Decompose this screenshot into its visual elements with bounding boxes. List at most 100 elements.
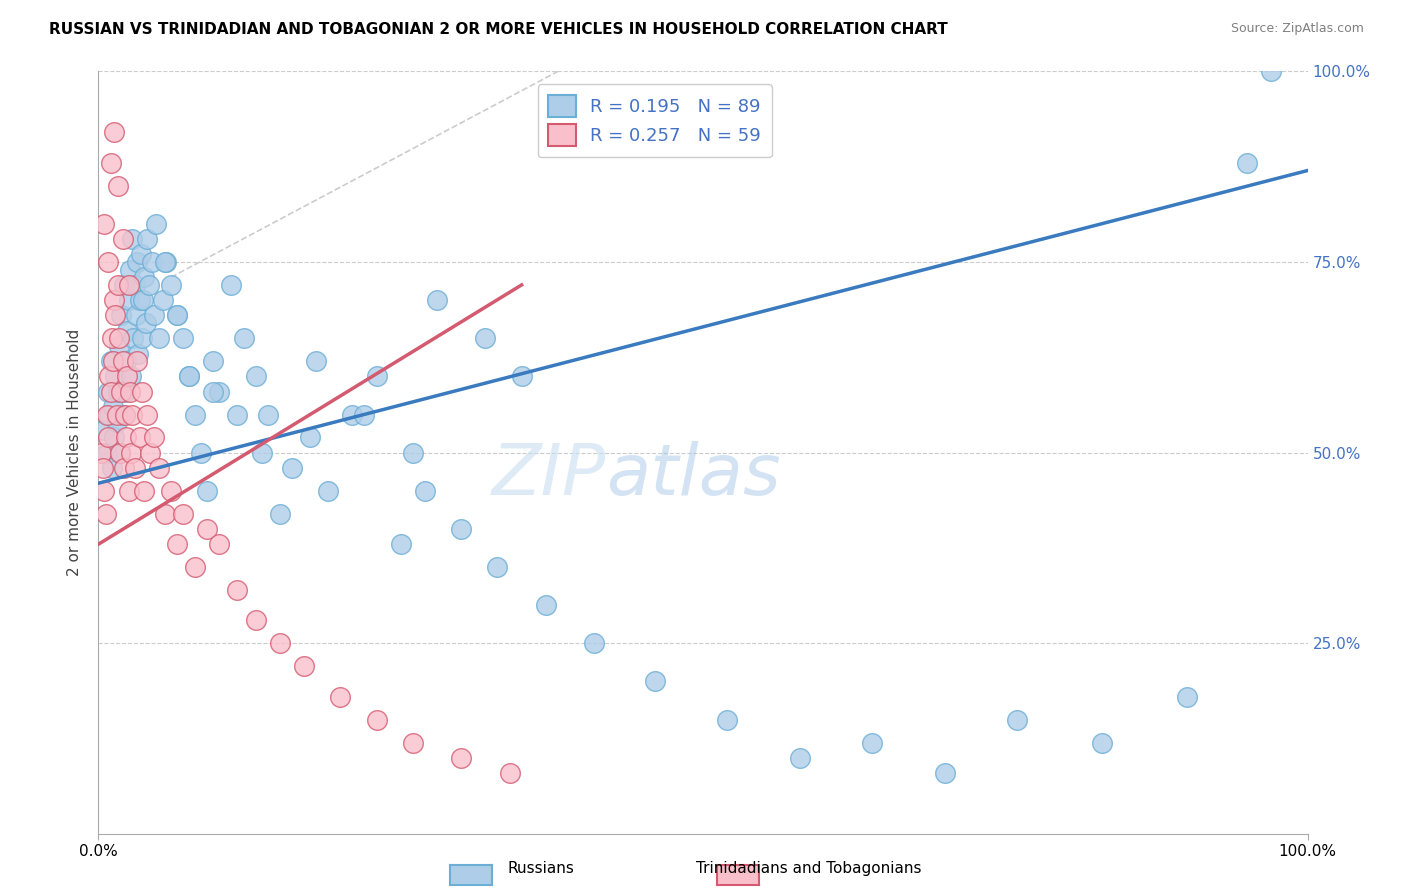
Point [450,522,472,536]
Point [127,354,149,368]
Point [114,408,136,422]
Point [148,331,170,345]
Point [97,430,120,444]
Point [107,277,129,292]
Point [160,483,183,498]
Text: Russians: Russians [508,861,575,876]
Point [269,636,291,650]
Point [93,217,115,231]
Point [112,461,135,475]
Point [111,408,134,422]
Point [1260,64,1282,78]
Point [96,445,118,460]
Point [103,125,125,139]
Point [316,483,339,498]
Point [121,408,143,422]
Point [583,636,606,650]
Point [127,255,149,269]
Point [195,522,218,536]
Point [152,293,174,307]
Point [143,309,166,323]
Point [110,384,132,399]
Point [118,483,141,498]
Point [450,750,472,764]
Point [141,255,163,269]
Point [1236,156,1258,170]
Point [135,408,157,422]
Point [103,293,125,307]
Point [389,537,412,551]
Point [1007,713,1029,727]
Point [366,713,388,727]
Point [104,369,127,384]
Point [90,445,112,460]
Point [366,369,388,384]
Point [153,507,176,521]
Point [111,232,134,246]
Point [172,507,194,521]
Point [208,537,231,551]
Point [100,331,122,345]
Point [226,408,249,422]
Point [498,766,520,780]
Point [118,277,141,292]
Point [644,674,666,689]
Point [129,247,152,261]
Point [104,309,127,323]
Point [91,461,114,475]
Point [292,659,315,673]
Point [93,483,115,498]
Point [100,384,122,399]
Point [426,293,449,307]
Point [353,408,375,422]
Point [108,445,131,460]
Point [98,408,121,422]
Point [107,384,129,399]
Point [101,400,124,414]
Point [402,445,425,460]
Point [100,461,122,475]
Point [124,461,146,475]
Point [221,277,243,292]
Point [299,430,322,444]
Point [166,309,188,323]
Point [413,483,436,498]
Point [184,408,207,422]
Point [860,735,883,749]
Point [108,445,131,460]
Point [195,483,218,498]
Point [100,156,122,170]
Point [93,423,115,437]
Point [105,408,128,422]
Point [166,309,188,323]
Point [172,331,194,345]
Point [96,408,118,422]
Point [1091,735,1114,749]
Point [155,255,177,269]
Point [100,354,122,368]
Point [716,713,738,727]
Point [250,445,273,460]
Point [226,582,249,597]
Point [128,430,150,444]
Point [118,262,141,277]
Point [135,316,157,330]
Point [143,430,166,444]
Point [107,178,129,193]
Point [112,277,135,292]
Point [232,331,254,345]
Point [115,430,138,444]
Point [118,384,141,399]
Point [245,614,267,628]
Point [269,507,291,521]
Point [131,331,153,345]
Point [179,369,201,384]
Point [121,232,143,246]
Point [105,415,128,429]
Point [97,255,120,269]
Point [125,309,148,323]
Point [120,369,142,384]
Point [208,384,231,399]
Point [108,331,131,345]
Point [115,354,138,368]
